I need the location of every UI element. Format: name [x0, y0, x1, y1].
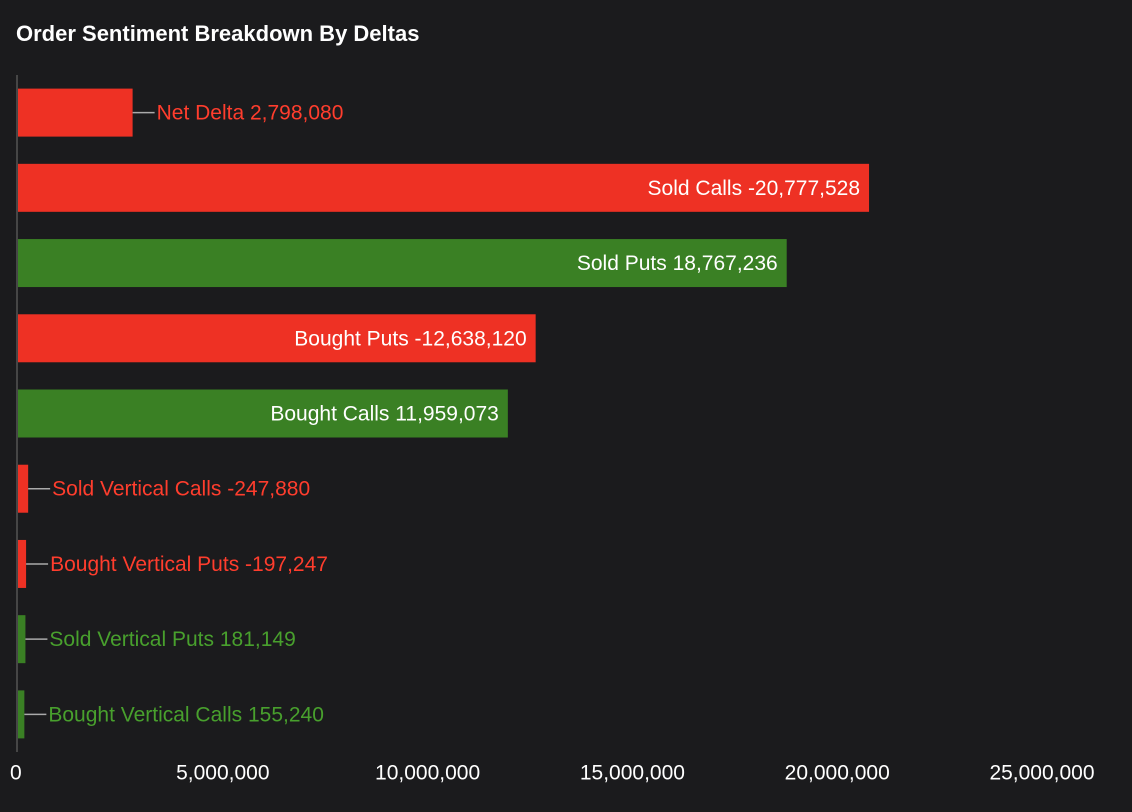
data-label-value: 18,767,236	[673, 252, 778, 275]
bar	[18, 615, 26, 664]
data-label-category: Bought Calls	[270, 402, 389, 425]
x-tick-label: 0	[10, 762, 22, 785]
data-label: Net Delta 2,798,080	[157, 101, 344, 124]
x-tick-label: 15,000,000	[580, 762, 685, 785]
x-tick-label: 5,000,000	[176, 762, 269, 785]
data-label-category: Sold Calls	[648, 176, 743, 199]
data-label-value: -247,880	[227, 477, 310, 500]
data-label-category: Sold Vertical Puts	[49, 628, 214, 651]
data-label-value: 155,240	[248, 703, 324, 726]
data-label: Bought Puts -12,638,120	[294, 327, 526, 350]
data-label: Sold Calls -20,777,528	[648, 176, 861, 199]
bar	[18, 163, 870, 212]
bar	[18, 464, 29, 513]
bar	[18, 314, 536, 363]
data-label: Sold Vertical Puts 181,149	[49, 628, 295, 651]
data-label: Sold Vertical Calls -247,880	[52, 477, 310, 500]
data-label-value: -197,247	[245, 552, 328, 575]
x-tick-label: 20,000,000	[785, 762, 890, 785]
data-label: Bought Vertical Calls 155,240	[48, 703, 324, 726]
bar	[18, 539, 27, 588]
data-label-category: Net Delta	[157, 101, 245, 124]
bar	[18, 239, 787, 288]
data-label-value: 11,959,073	[395, 402, 499, 425]
data-label-category: Sold Vertical Calls	[52, 477, 221, 500]
bar	[18, 389, 508, 438]
data-label-value: 181,149	[220, 628, 296, 651]
data-label-value: -12,638,120	[415, 327, 527, 350]
data-label-category: Sold Puts	[577, 252, 667, 275]
data-label-category: Bought Vertical Puts	[50, 552, 239, 575]
bar	[18, 690, 25, 739]
data-label: Bought Calls 11,959,073	[270, 402, 498, 425]
data-label-category: Bought Vertical Calls	[48, 703, 242, 726]
chart-title: Order Sentiment Breakdown By Deltas	[16, 21, 419, 46]
x-tick-label: 25,000,000	[989, 762, 1094, 785]
x-tick-label: 10,000,000	[375, 762, 480, 785]
data-label-value: -20,777,528	[748, 176, 860, 199]
data-label: Bought Vertical Puts -197,247	[50, 552, 328, 575]
data-label-value: 2,798,080	[250, 101, 343, 124]
bar	[18, 88, 133, 137]
data-label-category: Bought Puts	[294, 327, 408, 350]
data-label: Sold Puts 18,767,236	[577, 252, 778, 275]
